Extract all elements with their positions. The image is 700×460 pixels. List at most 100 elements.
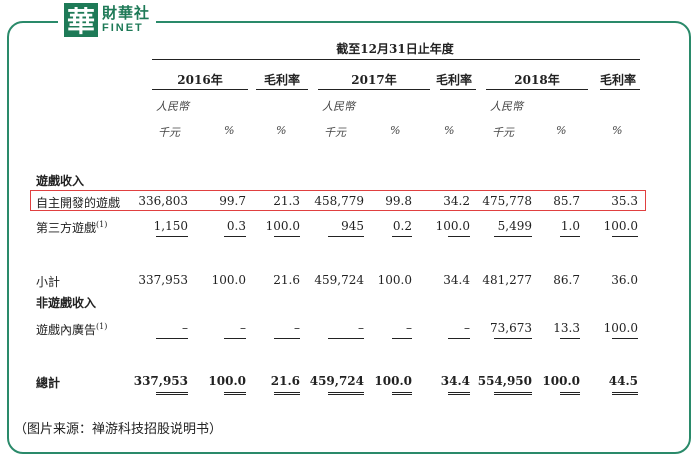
section-rule xyxy=(328,338,364,339)
table-cell: 337,953 xyxy=(133,374,188,388)
section-rule xyxy=(448,338,470,339)
total-double-rule xyxy=(612,392,638,395)
table-cell: 21.3 xyxy=(273,194,300,208)
section-rule xyxy=(560,338,580,339)
section-rule xyxy=(274,338,300,339)
table-cell: 459,724 xyxy=(309,374,364,388)
col-header-margin-2018: 毛利率 xyxy=(599,73,636,87)
table-cell: 554,950 xyxy=(477,374,532,388)
finet-logo: 華 財華社 FINET xyxy=(58,2,157,38)
row-label-self-developed: 自主開發的遊戲 xyxy=(36,196,121,210)
period-header: 截至12月31日止年度 xyxy=(336,42,454,56)
total-double-rule xyxy=(494,392,532,395)
header-rule xyxy=(600,89,640,90)
header-rule xyxy=(152,89,248,90)
image-source-caption: （图片来源：禅游科技招股说明书） xyxy=(14,422,223,437)
subtotal-rule xyxy=(392,236,412,237)
col-header-2018: 2018年 xyxy=(514,73,560,87)
total-double-rule xyxy=(274,392,300,395)
unit-percent: % xyxy=(276,124,287,137)
unit-currency: 人民幣 xyxy=(490,100,523,113)
table-cell: 458,779 xyxy=(314,194,364,208)
header-rule xyxy=(440,89,476,90)
unit-percent: % xyxy=(390,124,401,137)
table-cell: 0.2 xyxy=(392,219,412,233)
subtotal-rule xyxy=(612,236,638,237)
logo-english-name: FINET xyxy=(102,22,144,34)
table-cell: 945 xyxy=(341,219,364,233)
table-cell: 459,724 xyxy=(314,273,364,287)
table-cell: 100.0 xyxy=(211,273,246,287)
unit-currency: 人民幣 xyxy=(156,100,189,113)
header-rule xyxy=(486,89,588,90)
table-cell: 1,150 xyxy=(153,219,188,233)
content-frame xyxy=(7,21,691,454)
table-cell: 0.3 xyxy=(226,219,246,233)
unit-percent: % xyxy=(444,124,455,137)
table-cell: 100.0 xyxy=(265,219,300,233)
unit-thousands: 千元 xyxy=(158,126,180,139)
period-rule xyxy=(152,59,640,60)
table-cell: – xyxy=(358,321,364,335)
col-header-margin-2017: 毛利率 xyxy=(435,73,472,87)
table-cell: – xyxy=(406,321,412,335)
section-rule xyxy=(224,338,246,339)
header-rule xyxy=(318,89,430,90)
unit-percent: % xyxy=(224,124,235,137)
unit-percent: % xyxy=(556,124,567,137)
row-label-total: 總計 xyxy=(36,376,61,390)
col-header-2017: 2017年 xyxy=(351,73,397,87)
subtotal-rule xyxy=(274,236,300,237)
table-cell: 100.0 xyxy=(374,374,412,388)
subtotal-rule xyxy=(156,236,188,237)
table-cell: 481,277 xyxy=(482,273,532,287)
table-cell: 100.0 xyxy=(603,321,638,335)
logo-mark: 華 xyxy=(64,3,98,38)
table-cell: 34.4 xyxy=(440,374,470,388)
table-cell: 73,673 xyxy=(490,321,532,335)
table-cell: 475,778 xyxy=(482,194,532,208)
row-label-subtotal: 小計 xyxy=(36,275,61,289)
table-cell: 100.0 xyxy=(542,374,580,388)
table-cell: 21.6 xyxy=(273,273,300,287)
row-label-in-game-ads: 遊戲內廣告(1) xyxy=(36,322,108,337)
subtotal-rule xyxy=(224,236,246,237)
total-double-rule xyxy=(156,392,188,395)
table-cell: 100.0 xyxy=(377,273,412,287)
table-cell: 44.5 xyxy=(608,374,638,388)
table-cell: 336,803 xyxy=(138,194,188,208)
table-cell: – xyxy=(464,321,470,335)
table-cell: 100.0 xyxy=(435,219,470,233)
table-cell: 36.0 xyxy=(611,273,638,287)
table-cell: 100.0 xyxy=(603,219,638,233)
table-cell: 337,953 xyxy=(138,273,188,287)
total-double-rule xyxy=(328,392,364,395)
table-cell: – xyxy=(182,321,188,335)
subtotal-rule xyxy=(494,236,532,237)
header-rule xyxy=(256,89,308,90)
total-double-rule xyxy=(560,392,580,395)
table-cell: 13.3 xyxy=(553,321,580,335)
section-rule xyxy=(494,338,532,339)
table-cell: 100.0 xyxy=(208,374,246,388)
section-rule xyxy=(156,338,188,339)
unit-thousands: 千元 xyxy=(492,126,514,139)
table-cell: 34.4 xyxy=(443,273,470,287)
table-cell: 34.2 xyxy=(443,194,470,208)
section-rule xyxy=(612,338,638,339)
total-double-rule xyxy=(448,392,470,395)
section-rule xyxy=(392,338,412,339)
section-label-game-revenue: 遊戲收入 xyxy=(36,174,85,188)
table-cell: 85.7 xyxy=(553,194,580,208)
table-cell: – xyxy=(240,321,246,335)
unit-currency: 人民幣 xyxy=(322,100,355,113)
table-cell: 21.6 xyxy=(270,374,300,388)
logo-chinese-name: 財華社 xyxy=(102,4,151,22)
section-label-non-game-revenue: 非遊戲收入 xyxy=(36,296,97,310)
col-header-margin-2016: 毛利率 xyxy=(263,73,300,87)
subtotal-rule xyxy=(328,236,364,237)
table-cell: 1.0 xyxy=(560,219,580,233)
table-cell: 99.7 xyxy=(219,194,246,208)
table-cell: 35.3 xyxy=(611,194,638,208)
unit-percent: % xyxy=(612,124,623,137)
